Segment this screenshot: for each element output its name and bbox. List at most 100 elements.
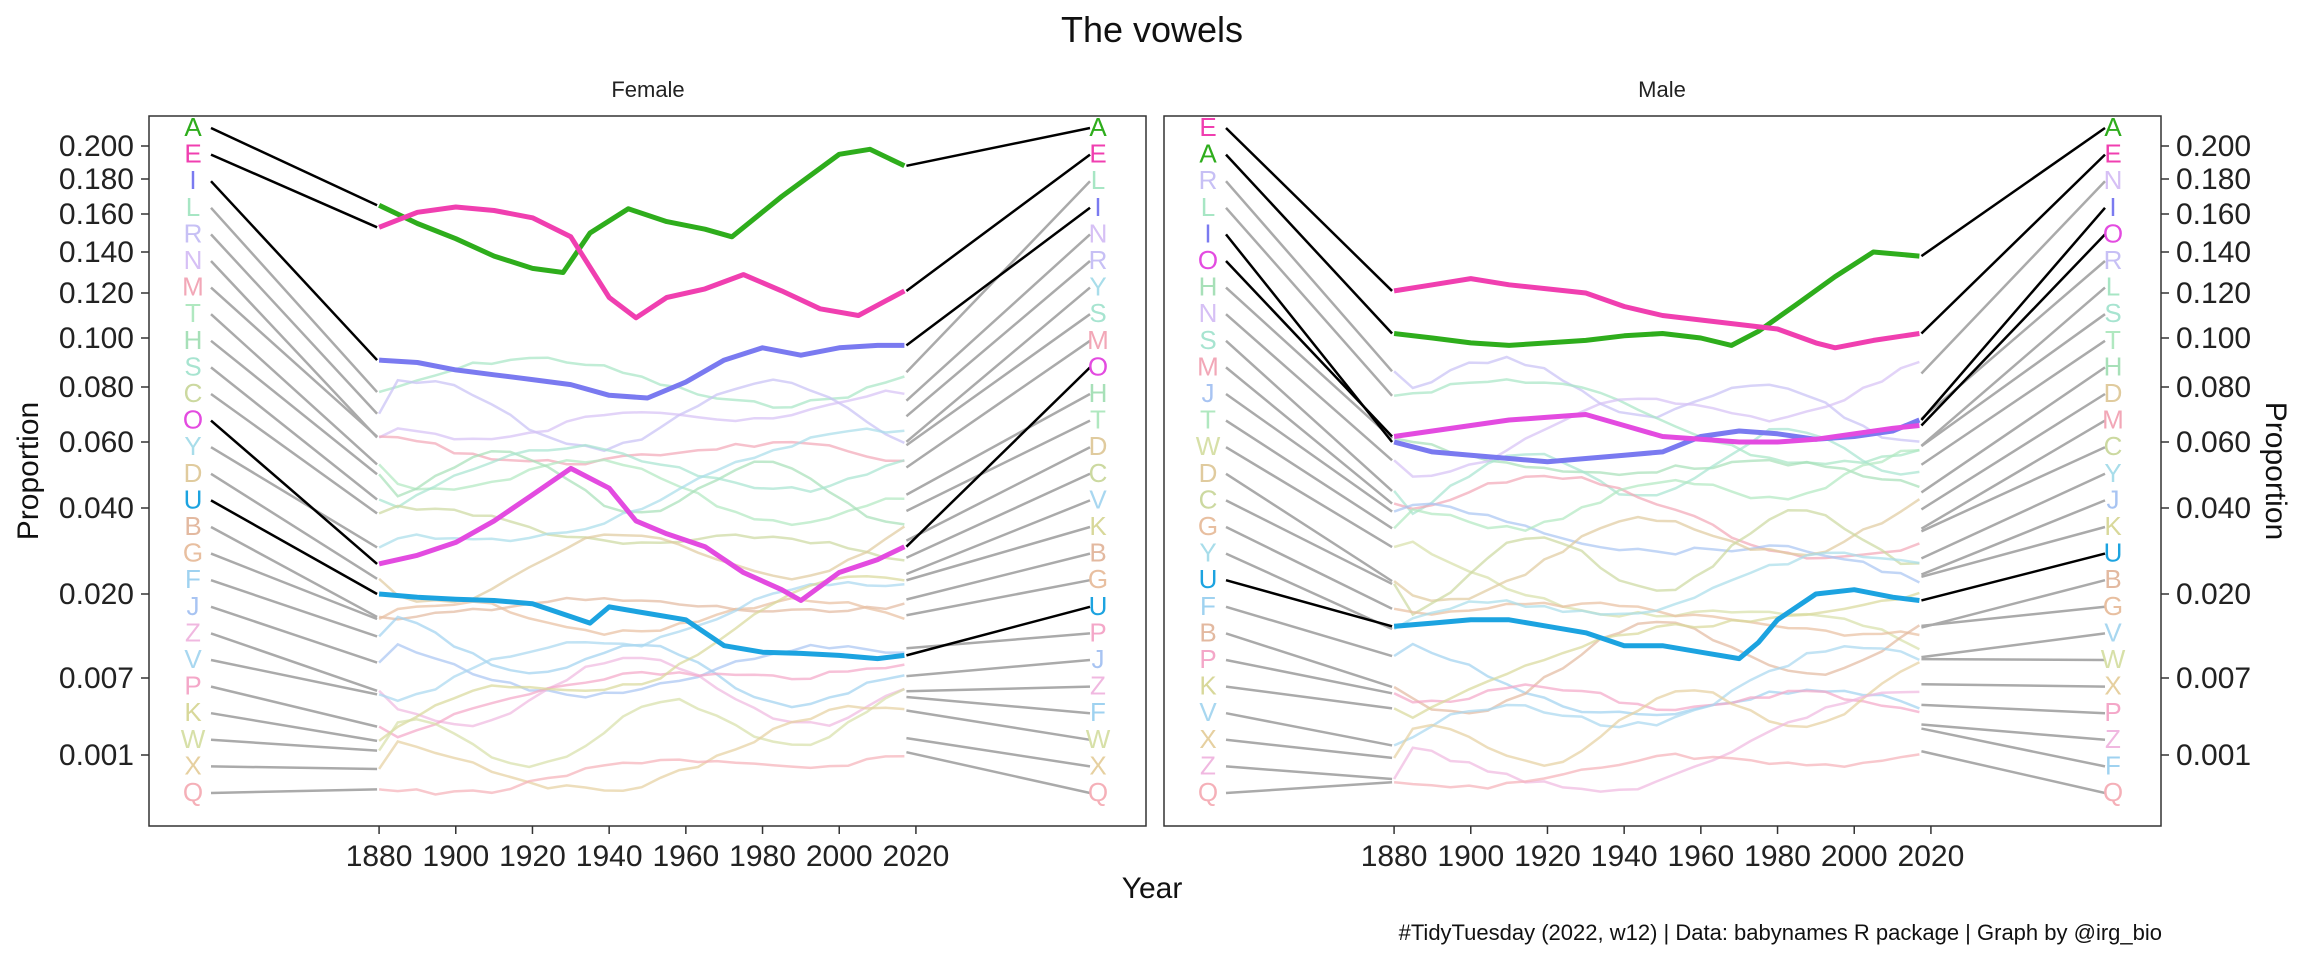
- letter-label-left-x: X: [184, 750, 201, 780]
- letter-label-right-j: J: [1092, 644, 1105, 674]
- letter-label-right-i: I: [2109, 192, 2116, 222]
- connector-right-q: [906, 750, 1091, 795]
- connector-right-f: [906, 695, 1091, 715]
- letter-label-left-k: K: [184, 697, 202, 727]
- connector-right-z: [1921, 723, 2106, 742]
- letter-label-right-g: G: [1088, 564, 1108, 594]
- connector-right-p: [1921, 703, 2106, 715]
- connector-right-n: [1920, 180, 2106, 375]
- series-line-z: [1393, 690, 1920, 793]
- letter-label-right-k: K: [2104, 511, 2122, 541]
- x-tick-label: 1980: [1744, 840, 1811, 873]
- connector-left-b: [1225, 632, 1393, 689]
- series-line-p: [1393, 683, 1920, 714]
- connector-left-f: [1225, 605, 1393, 658]
- y-tick-label-right: 0.001: [2176, 739, 2251, 772]
- series-line-r: [378, 378, 905, 453]
- y-tick-label-left: 0.120: [59, 277, 134, 310]
- letter-label-left-z: Z: [1200, 750, 1216, 780]
- series-line-e: [378, 204, 906, 321]
- letter-label-right-e: E: [2104, 139, 2121, 169]
- connector-right-v: [1921, 632, 2106, 659]
- x-tick-label: 2000: [806, 840, 873, 873]
- letter-label-left-m: M: [182, 272, 204, 302]
- letter-label-left-l: L: [1201, 192, 1215, 222]
- series-line-h: [1393, 437, 1920, 489]
- letter-label-left-t: T: [1200, 405, 1216, 435]
- y-tick-label-right: 0.140: [2176, 236, 2251, 269]
- connector-right-y: [905, 286, 1091, 443]
- x-tick-label: 1960: [652, 840, 719, 873]
- series-line-e: [1393, 276, 1920, 351]
- series-line-l: [1393, 378, 1920, 466]
- connector-left-n: [210, 260, 378, 439]
- chart-caption: #TidyTuesday (2022, w12) | Data: babynam…: [1399, 920, 2162, 945]
- connector-right-k: [1921, 525, 2106, 578]
- series-line-q: [378, 754, 905, 796]
- y-tick-label-right: 0.060: [2176, 426, 2251, 459]
- connector-left-p: [1225, 658, 1393, 695]
- connector-right-g: [1921, 605, 2106, 628]
- letter-label-left-u: U: [184, 484, 203, 514]
- letter-label-left-p: P: [1199, 644, 1216, 674]
- letter-label-right-v: V: [2104, 617, 2122, 647]
- connector-right-g: [906, 578, 1091, 617]
- connector-left-k: [1225, 685, 1393, 710]
- letter-label-left-r: R: [1199, 165, 1218, 195]
- letter-label-right-n: N: [2104, 165, 2123, 195]
- letter-label-left-h: H: [184, 325, 203, 355]
- connector-right-e: [905, 153, 1091, 292]
- connector-left-e: [210, 153, 378, 229]
- letter-label-right-l: L: [2106, 272, 2120, 302]
- series-line-c: [1393, 508, 1920, 617]
- letter-label-left-v: V: [184, 644, 202, 674]
- series-line-c: [378, 504, 905, 562]
- series-line-d: [1393, 498, 1921, 603]
- connector-right-s: [905, 313, 1091, 447]
- x-axis-female: 1880 1900 1920 1940 1960 1980 2000 2020: [346, 826, 949, 873]
- letter-label-right-b: B: [1089, 538, 1106, 568]
- letter-label-left-j: J: [187, 591, 200, 621]
- letter-label-left-a: A: [1199, 139, 1217, 169]
- letter-label-right-j: J: [2107, 484, 2120, 514]
- series-line-t: [378, 458, 905, 527]
- connector-left-v: [1225, 711, 1393, 747]
- series-line-y: [1393, 551, 1920, 631]
- x-tick-label: 1920: [499, 840, 566, 873]
- connector-left-z: [210, 632, 378, 692]
- letter-label-right-w: W: [2101, 644, 2126, 674]
- letter-label-left-g: G: [1198, 511, 1218, 541]
- x-tick-label: 1940: [1591, 840, 1658, 873]
- letter-label-right-r: R: [1089, 245, 1108, 275]
- connector-right-u: [1921, 552, 2106, 602]
- connector-right-x: [906, 736, 1091, 768]
- letter-label-right-e: E: [1089, 139, 1106, 169]
- connector-left-x: [210, 765, 378, 771]
- connector-right-r: [905, 260, 1091, 418]
- series-line-h: [378, 449, 905, 526]
- connector-right-z: [906, 685, 1091, 693]
- x-tick-label: 1900: [422, 840, 489, 873]
- letter-label-right-m: M: [2102, 405, 2124, 435]
- letter-label-left-f: F: [185, 564, 201, 594]
- connector-left-c: [1225, 499, 1393, 586]
- letter-label-left-i: I: [189, 165, 196, 195]
- letter-label-left-h: H: [1199, 272, 1218, 302]
- letter-label-left-f: F: [1200, 591, 1216, 621]
- connector-right-m: [1920, 419, 2106, 530]
- x-tick-label: 1920: [1514, 840, 1581, 873]
- connector-right-v: [905, 499, 1091, 576]
- series-line-w: [378, 687, 905, 769]
- connector-right-h: [1920, 366, 2106, 494]
- connector-right-w: [1921, 657, 2106, 662]
- connector-left-r: [1225, 180, 1394, 373]
- connector-left-d: [1225, 472, 1393, 583]
- letter-label-right-f: F: [2105, 750, 2121, 780]
- y-tick-label-left: 0.140: [59, 236, 134, 269]
- connector-right-j: [906, 658, 1091, 678]
- series-line-o: [378, 465, 906, 603]
- letter-label-right-h: H: [1089, 378, 1108, 408]
- connector-right-d: [1920, 392, 2106, 511]
- connector-left-n: [1225, 313, 1393, 462]
- y-tick-label-right: 0.120: [2176, 277, 2251, 310]
